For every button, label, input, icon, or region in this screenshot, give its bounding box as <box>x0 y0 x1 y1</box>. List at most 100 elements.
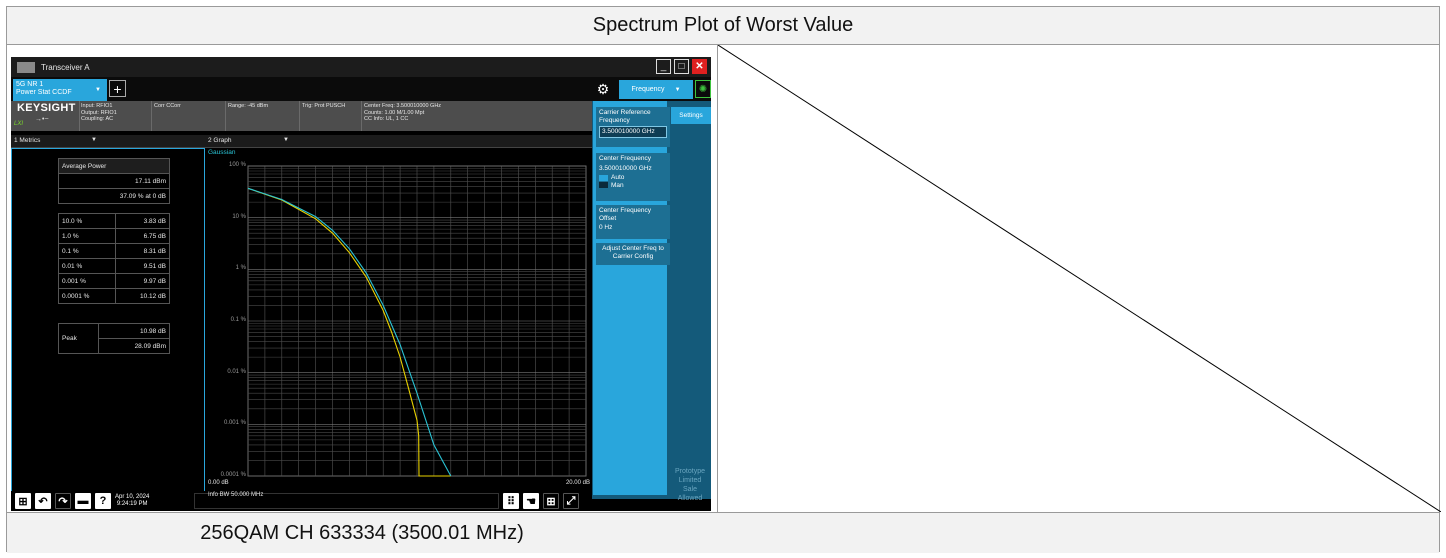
undo-icon[interactable]: ↶ <box>35 493 51 509</box>
input-info[interactable]: Input: RFIO1 Output: RFIO1 Coupling: AC <box>81 103 117 123</box>
adjust-center-freq-button[interactable]: Adjust Center Freq to Carrier Config <box>596 243 670 265</box>
help-icon[interactable]: ? <box>95 493 111 509</box>
add-tab-button[interactable]: + <box>109 80 126 97</box>
table-title: Spectrum Plot of Worst Value <box>7 7 1439 45</box>
avg-power-percent: 37.09 % at 0 dB <box>58 188 170 204</box>
range-info[interactable]: Range: -45 dBm <box>228 103 269 109</box>
counts-line: Counts: 1.00 M/1.00 Mpt <box>364 109 425 116</box>
watermark-line: Allowed <box>677 495 703 502</box>
cell-diagonal <box>717 44 1442 513</box>
y-tick-label: 0.1 % <box>230 317 246 323</box>
center-freq-offset-softkey[interactable]: Center Frequency Offset 0 Hz <box>596 205 670 239</box>
ccdf-prob: 1.0 % <box>58 228 116 244</box>
info-separator <box>361 101 362 131</box>
ccdf-prob: 0.01 % <box>58 258 116 274</box>
table-row: 10.0 % 3.83 dB <box>58 213 171 229</box>
carrier-ref-freq-softkey[interactable]: Carrier Reference Frequency 3.500010000 … <box>596 107 670 147</box>
softkey-label: Carrier Reference Frequency <box>599 109 651 124</box>
watermark-line: Prototype <box>675 468 705 475</box>
clock: Apr 10, 2024 9:24:19 PM <box>115 494 149 508</box>
center-freq-softkey[interactable]: Center Frequency 3.500010000 GHz Auto Ma… <box>596 153 670 201</box>
y-tick-label: 10 % <box>232 213 246 220</box>
softkey-label: Center Frequency Offset <box>599 207 652 222</box>
x-axis-start-label: 0.00 dB <box>208 480 229 486</box>
instrument-screen: Transceiver A _ □ ✕ 5G NR 1 Power Stat C… <box>11 57 711 511</box>
mode-tab-5gnr[interactable]: 5G NR 1 Power Stat CCDF ▼ <box>13 79 107 101</box>
maximize-icon[interactable]: □ <box>674 59 689 74</box>
ccdf-value: 6.75 dB <box>114 228 171 244</box>
avg-power-value: 17.11 dBm <box>58 173 170 189</box>
measured-ccdf-trace <box>247 187 451 477</box>
ccdf-prob: 0.001 % <box>58 273 116 289</box>
ccdf-value: 9.51 dB <box>114 258 171 274</box>
frequency-menu-tab[interactable]: Frequency ▼ <box>619 80 693 99</box>
center-freq-value[interactable]: 3.500010000 GHz <box>599 164 652 172</box>
peak-label: Peak <box>57 323 100 354</box>
center-info[interactable]: Center Freq: 3.500010000 GHz Counts: 1.0… <box>364 103 441 123</box>
info-separator <box>151 101 152 131</box>
table-row: 0.0001 % 10.12 dB <box>58 288 171 304</box>
app-icon <box>17 61 35 73</box>
auto-indicator <box>599 174 608 181</box>
metrics-window-header[interactable]: 1 Metrics ▼ <box>11 135 206 148</box>
auto-option[interactable]: Auto <box>611 174 625 181</box>
status-message-area <box>194 493 499 509</box>
multi-window-icon[interactable]: ⠿ <box>503 493 519 509</box>
grid-layout-icon[interactable]: ⊞ <box>543 493 559 509</box>
table-row: 0.001 % 9.97 dB <box>58 273 171 289</box>
gaussian-legend: Gaussian <box>208 149 236 156</box>
busy-indicator-icon: ✺ <box>695 80 711 98</box>
window-title: Transceiver A <box>41 62 90 72</box>
ccdf-graph[interactable]: Gaussian 100 % 10 % 1 % 0.1 % 0.01 % 0.001 % 0… <box>206 148 592 492</box>
close-icon[interactable]: ✕ <box>692 59 707 74</box>
windows-icon[interactable]: ⊞ <box>15 493 31 509</box>
redo-icon[interactable]: ↷ <box>55 493 71 509</box>
softkey-label: Center Frequency <box>599 155 652 162</box>
man-indicator <box>599 182 608 189</box>
fullscreen-icon[interactable]: ⤢ <box>563 493 579 509</box>
settings-tab[interactable]: Settings <box>671 107 711 124</box>
touch-icon[interactable]: ☚ <box>523 493 539 509</box>
carrier-ref-freq-value[interactable]: 3.500010000 GHz <box>599 126 667 138</box>
cf-offset-value[interactable]: 0 Hz <box>599 224 613 231</box>
folder-icon[interactable]: ▬ <box>75 493 91 509</box>
rf-input-icon: →•− <box>35 116 49 123</box>
table-row: 0.1 % 8.31 dB <box>58 243 171 259</box>
mode-tabbar: 5G NR 1 Power Stat CCDF ▼ + ⚙ Frequency … <box>11 77 711 101</box>
minimize-icon[interactable]: _ <box>656 59 671 74</box>
metrics-header-label: 1 Metrics <box>14 137 41 144</box>
watermark-line: Sale <box>682 486 697 493</box>
gear-icon[interactable]: ⚙ <box>596 80 610 97</box>
average-power-table: Average Power 17.11 dBm 37.09 % at 0 dB <box>58 158 170 204</box>
graph-window-header[interactable]: 2 Graph ▼ <box>205 135 592 148</box>
metrics-panel: Average Power 17.11 dBm 37.09 % at 0 dB … <box>11 148 205 492</box>
table-row: 0.01 % 9.51 dB <box>58 258 171 274</box>
peak-db-value: 10.98 dB <box>98 323 170 339</box>
avg-power-label: Average Power <box>58 158 170 174</box>
cc-info-line: CC Info: UL, 1 CC <box>364 116 409 122</box>
trigger-info[interactable]: Trig: Prot PUSCH <box>302 103 346 109</box>
peak-dbm-value: 28.09 dBm <box>98 338 170 354</box>
y-tick-label: 1 % <box>235 265 246 272</box>
input-line: Input: RFIO1 <box>81 103 113 109</box>
caption-row: 256QAM CH 633334 (3500.01 MHz) <box>7 512 1439 553</box>
info-bw-label: Info BW 50.000 MHz <box>208 492 264 498</box>
man-option[interactable]: Man <box>611 181 624 189</box>
date-text: Apr 10, 2024 <box>115 494 150 500</box>
coupling-line: Coupling: AC <box>81 116 114 122</box>
y-tick-label: 100 % <box>228 162 246 168</box>
prototype-watermark: Prototype Limited Sale Allowed <box>669 467 711 503</box>
corr-info[interactable]: Corr CCorr <box>154 103 181 109</box>
center-freq-line: Center Freq: 3.500010000 GHz <box>364 103 442 109</box>
chevron-down-icon: ▼ <box>283 137 289 143</box>
ccdf-prob: 10.0 % <box>58 213 116 229</box>
instrument-taskbar: ⊞ ↶ ↷ ▬ ? Apr 10, 2024 9:24:19 PM ⠿ ☚ ⊞ … <box>11 491 592 511</box>
ccdf-prob: 0.1 % <box>58 243 116 259</box>
chevron-down-icon: ▼ <box>95 87 101 93</box>
lxi-logo: LXI <box>14 121 24 127</box>
ccdf-value: 10.12 dB <box>114 288 171 304</box>
table-row: 1.0 % 6.75 dB <box>58 228 171 244</box>
y-tick-label: 0.0001 % <box>220 472 246 478</box>
chevron-down-icon: ▼ <box>674 86 681 93</box>
ccdf-value: 3.83 dB <box>114 213 171 229</box>
